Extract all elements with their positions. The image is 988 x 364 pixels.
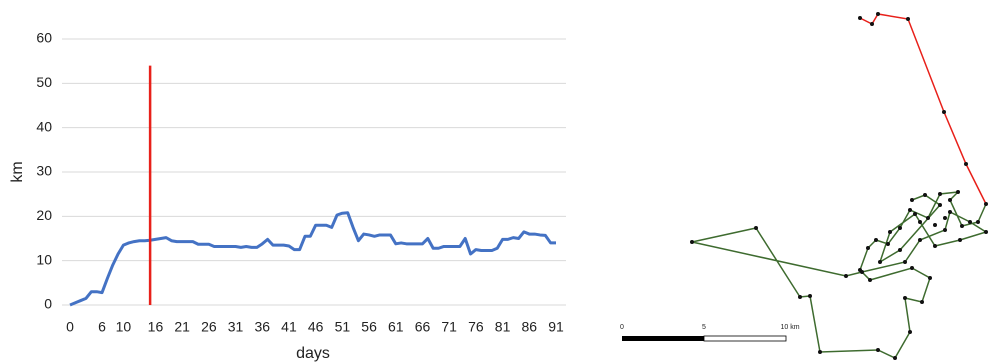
x-tick-label: 81 bbox=[495, 319, 511, 335]
x-tick-label: 66 bbox=[415, 319, 431, 335]
y-tick-label: 40 bbox=[36, 118, 52, 134]
x-tick-label: 41 bbox=[281, 319, 297, 335]
x-tick-label: 61 bbox=[388, 319, 404, 335]
scale-label: 0 bbox=[620, 324, 624, 331]
x-tick-label: 71 bbox=[441, 319, 457, 335]
x-tick-label: 21 bbox=[174, 319, 190, 335]
x-tick-label: 6 bbox=[98, 319, 106, 335]
scale-label: 10 km bbox=[780, 324, 799, 331]
scale-bar-black bbox=[622, 336, 704, 341]
scale-label: 5 bbox=[702, 324, 706, 331]
x-tick-label: 91 bbox=[548, 319, 564, 335]
data-line bbox=[69, 211, 556, 307]
x-tick-label: 10 bbox=[116, 319, 132, 335]
y-tick-label: 20 bbox=[36, 207, 52, 223]
x-tick-label: 0 bbox=[66, 319, 74, 335]
x-tick-label: 36 bbox=[254, 319, 270, 335]
y-tick-label: 60 bbox=[36, 30, 52, 46]
map-points bbox=[690, 12, 988, 360]
x-tick-label: 51 bbox=[335, 319, 351, 335]
map-track-red bbox=[859, 13, 987, 205]
x-tick-label: 76 bbox=[468, 319, 484, 335]
y-tick-label: 30 bbox=[36, 163, 52, 179]
y-tick-label: 0 bbox=[44, 296, 52, 312]
x-tick-label: 56 bbox=[361, 319, 377, 335]
x-tick-label: 46 bbox=[308, 319, 324, 335]
x-tick-label: 31 bbox=[228, 319, 244, 335]
map: 0 5 10 km bbox=[620, 12, 988, 360]
map-track-green bbox=[691, 191, 988, 359]
y-axis-label: km bbox=[9, 161, 26, 182]
x-tick-label: 16 bbox=[148, 319, 164, 335]
y-tick-label: 50 bbox=[36, 74, 52, 90]
y-tick-label: 10 bbox=[36, 251, 52, 267]
x-tick-label: 86 bbox=[522, 319, 538, 335]
scale-bar-white bbox=[703, 335, 787, 342]
x-tick-label: 26 bbox=[201, 319, 217, 335]
x-axis-label: days bbox=[296, 345, 330, 362]
